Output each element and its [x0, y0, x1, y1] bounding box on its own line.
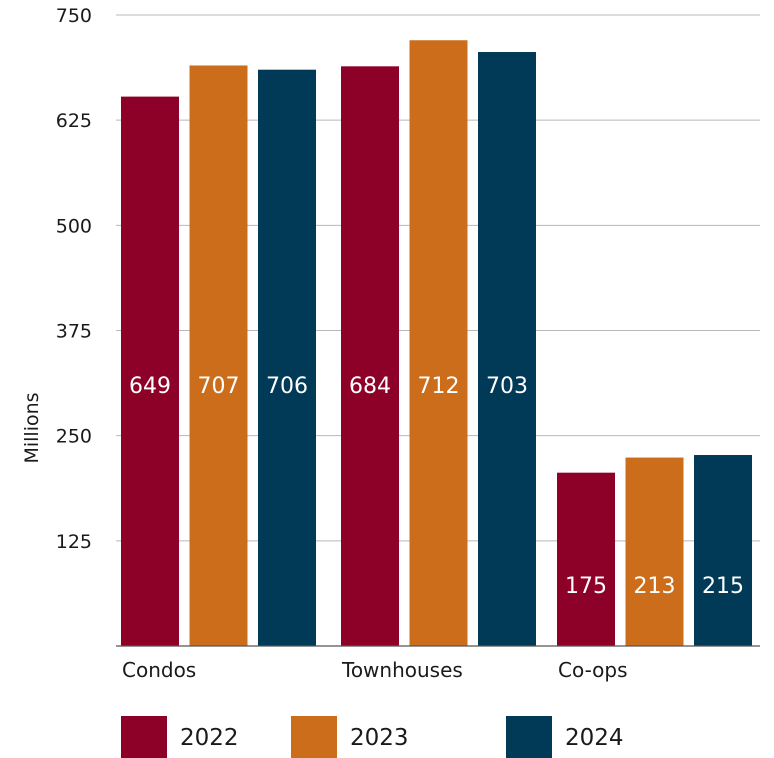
x-axis-categories: Condos Townhouses Co-ops	[122, 658, 628, 682]
data-label: 213	[634, 574, 676, 599]
legend-swatch-2023	[291, 716, 337, 758]
legend-swatch-2024	[506, 716, 552, 758]
y-tick-label: 375	[56, 321, 92, 343]
bars	[121, 40, 752, 646]
data-label: 215	[702, 574, 744, 599]
bar-townhouses-2024	[478, 52, 536, 646]
y-tick-label: 625	[56, 110, 92, 132]
data-label: 175	[565, 574, 607, 599]
data-label: 684	[349, 374, 391, 399]
y-tick-label: 250	[56, 426, 92, 448]
legend-label: 2023	[350, 725, 409, 751]
data-label: 707	[198, 374, 240, 399]
legend-label: 2022	[180, 725, 239, 751]
y-tick-label: 125	[56, 531, 92, 553]
bar-condos-2022	[121, 97, 179, 646]
bar-townhouses-2022	[341, 66, 399, 646]
data-label: 712	[418, 374, 460, 399]
y-axis-ticks: 125 250 375 500 625 750	[56, 5, 92, 553]
bar-townhouses-2023	[410, 40, 468, 646]
x-category-label: Townhouses	[341, 658, 463, 682]
bar-condos-2024	[258, 70, 316, 646]
data-label: 649	[129, 374, 171, 399]
x-category-label: Condos	[122, 658, 196, 682]
bar-co-ops-2023	[626, 458, 684, 646]
legend-swatch-2022	[121, 716, 167, 758]
y-tick-label: 750	[56, 5, 92, 27]
data-label: 703	[486, 374, 528, 399]
bar-condos-2023	[190, 65, 248, 646]
data-label: 706	[266, 374, 308, 399]
bar-co-ops-2022	[557, 473, 615, 646]
y-axis-label: Millions	[21, 392, 43, 463]
y-tick-label: 500	[56, 215, 92, 237]
legend-label: 2024	[565, 725, 624, 751]
legend: 2022 2023 2024	[121, 716, 624, 758]
bar-co-ops-2024	[694, 455, 752, 646]
x-category-label: Co-ops	[558, 658, 628, 682]
